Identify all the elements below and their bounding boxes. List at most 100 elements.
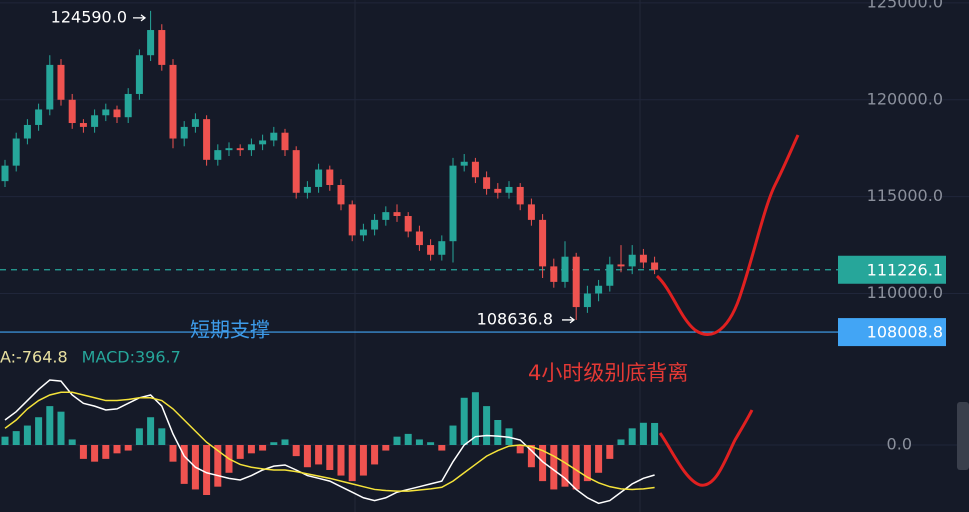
candle-body xyxy=(527,204,535,220)
candle-body xyxy=(572,256,580,308)
price-label: 111226.1 xyxy=(867,260,943,279)
macd-bar xyxy=(91,445,99,462)
macd-bar xyxy=(539,445,547,482)
candle-body xyxy=(203,119,211,160)
candle-body xyxy=(606,264,614,286)
macd-bar xyxy=(628,428,636,445)
macd-bar xyxy=(583,445,591,482)
candle-body xyxy=(214,150,222,160)
price-panel: 111226.1 108008.8 124590.0 108636.8 xyxy=(0,7,946,347)
macd-bar xyxy=(180,445,188,484)
candle-body xyxy=(236,148,244,151)
divergence-text: 4小时级别底背离 xyxy=(528,361,688,385)
macd-bar xyxy=(516,445,524,454)
candle-body xyxy=(382,212,390,220)
macd-bar xyxy=(527,445,535,468)
macd-bar xyxy=(651,422,659,445)
candle-body xyxy=(639,254,647,263)
macd-bar xyxy=(247,445,255,454)
macd-bar xyxy=(270,442,278,445)
macd-bar xyxy=(639,422,647,445)
candle-body xyxy=(595,285,603,294)
candle-body xyxy=(617,264,625,267)
candle-body xyxy=(315,169,323,187)
macd-bar xyxy=(12,431,20,445)
candle-body xyxy=(348,204,356,236)
price-label-box xyxy=(838,255,946,284)
macd-bar xyxy=(359,445,367,476)
macd-bar xyxy=(79,445,87,459)
candle-body xyxy=(539,219,547,267)
candle-body xyxy=(102,109,110,116)
macd-bar xyxy=(471,392,479,445)
price-label-box xyxy=(838,318,946,347)
candle-body xyxy=(12,138,20,166)
candle-body xyxy=(303,186,311,193)
candle-body xyxy=(281,132,289,151)
candle-body xyxy=(471,161,479,178)
macd-legend: MACD:396.7 xyxy=(82,348,181,367)
candle-body xyxy=(79,123,87,127)
arrow xyxy=(562,316,576,324)
macd-bar xyxy=(595,445,603,473)
macd-bar xyxy=(326,445,334,470)
candle-body xyxy=(68,99,76,124)
macd-bar xyxy=(572,445,580,490)
macd-bar xyxy=(57,411,65,445)
macd-bar xyxy=(315,445,323,465)
macd-bar xyxy=(35,417,43,445)
macd-bar xyxy=(606,445,614,459)
candle-body xyxy=(191,119,199,127)
macd-bar xyxy=(483,406,491,445)
candle-body xyxy=(371,219,379,230)
candle-body xyxy=(225,148,233,151)
candle-body xyxy=(483,177,491,189)
macd-bar xyxy=(561,445,569,487)
macd-bar xyxy=(236,445,244,459)
macd-bar xyxy=(617,439,625,445)
y-tick-label: 0.0 xyxy=(887,435,912,454)
y-tick-label: 125000.0 xyxy=(867,0,943,11)
macd-bar xyxy=(203,445,211,495)
candle-body xyxy=(180,126,188,139)
macd-bar xyxy=(281,439,289,445)
annotation-curve xyxy=(655,134,800,336)
macd-bar xyxy=(158,428,166,445)
candle-body xyxy=(337,185,345,205)
candle-body xyxy=(516,186,524,205)
y-tick-label: 110000.0 xyxy=(867,283,943,302)
dea-line xyxy=(4,391,655,492)
macd-bar xyxy=(135,428,143,445)
candle-body xyxy=(561,256,569,282)
scrollbar[interactable] xyxy=(957,402,969,470)
macd-bar xyxy=(550,445,558,490)
macd-bar xyxy=(427,442,435,445)
macd-bar xyxy=(404,433,412,445)
candle-body xyxy=(57,64,65,100)
y-tick-label: 115000.0 xyxy=(867,186,943,205)
price-label: 108008.8 xyxy=(867,323,943,342)
candle-body xyxy=(292,150,300,193)
macd-bar xyxy=(292,445,300,457)
macd-bar xyxy=(102,445,110,459)
candle-body xyxy=(113,109,121,118)
macd-bar xyxy=(382,445,390,451)
candle-body xyxy=(628,254,636,267)
candle-body xyxy=(158,30,166,65)
macd-bar xyxy=(23,425,31,445)
annotation-curve xyxy=(658,409,754,487)
candle-body xyxy=(259,140,267,145)
candle-body xyxy=(393,212,401,217)
macd-bar xyxy=(124,445,132,451)
candle-body xyxy=(550,266,558,282)
candle-body xyxy=(270,132,278,141)
low-label: 108636.8 xyxy=(477,309,553,328)
dif-line xyxy=(4,379,655,505)
macd-bar xyxy=(415,439,423,445)
candle-body xyxy=(404,216,412,232)
macd-bar xyxy=(337,445,345,476)
macd-bar xyxy=(46,406,54,445)
macd-bar xyxy=(113,445,121,454)
